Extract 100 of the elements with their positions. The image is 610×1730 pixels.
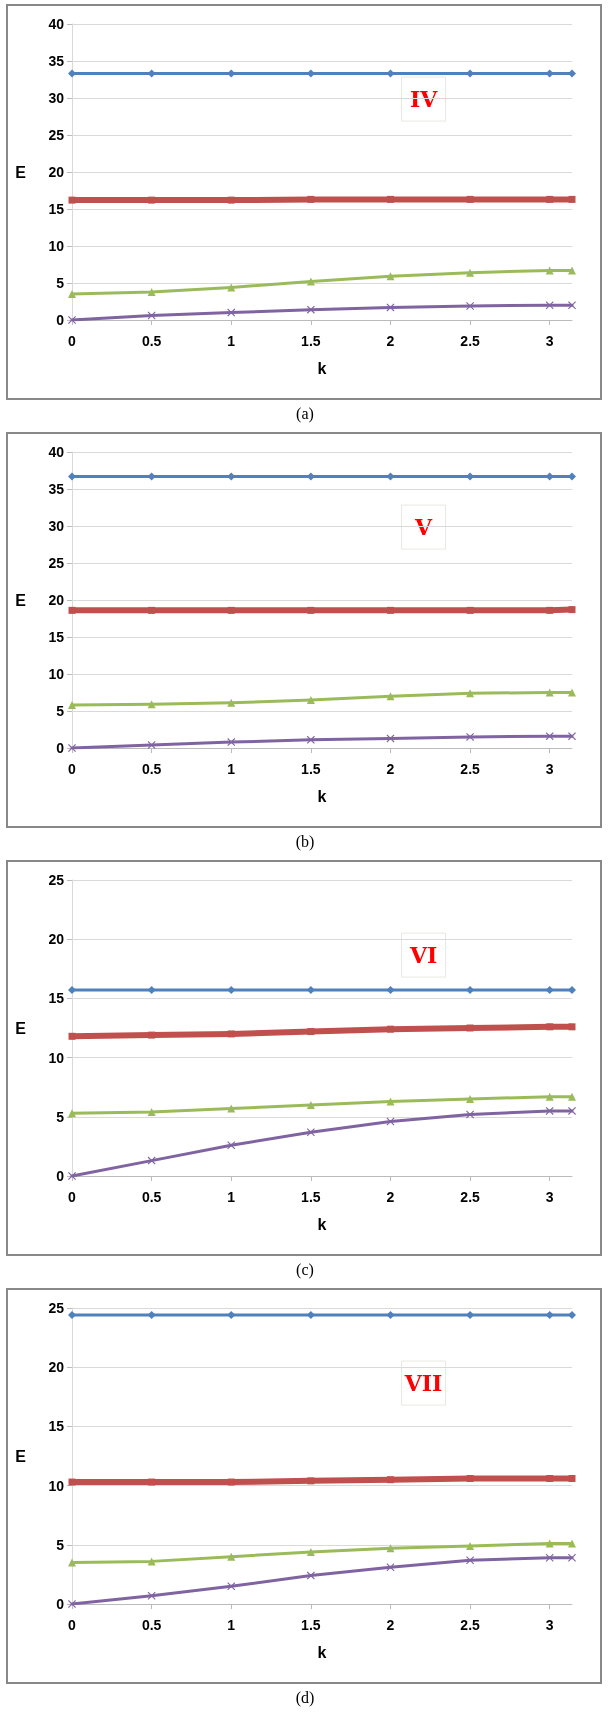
- point: [386, 195, 394, 203]
- point: [147, 741, 156, 750]
- x-tick-label: 2: [386, 761, 395, 777]
- x-tick-label: 1: [227, 761, 236, 777]
- point: [545, 1553, 554, 1562]
- y-tick-label: 15: [48, 990, 65, 1007]
- point: [386, 692, 395, 701]
- point: [386, 1097, 395, 1106]
- point: [148, 1031, 156, 1039]
- point: [386, 1563, 395, 1572]
- point: [68, 196, 76, 204]
- y-tick-label: 35: [48, 53, 65, 69]
- point: [568, 472, 576, 481]
- x-tick-label: 2: [386, 1617, 395, 1633]
- x-tick-label: 0.5: [141, 1189, 162, 1205]
- x-tick-label: 0.5: [141, 1617, 162, 1633]
- point: [568, 1539, 576, 1548]
- x-tick-label: 3: [545, 761, 554, 777]
- text: (c): [295, 1260, 315, 1281]
- point: [568, 986, 576, 995]
- y-tick-label: 5: [56, 275, 65, 291]
- point: [227, 738, 236, 747]
- y-tick-label: 30: [48, 90, 65, 106]
- y-tick-label: 20: [48, 1359, 65, 1376]
- x-tick-label: 2.5: [460, 1189, 481, 1205]
- y-tick-label: 40: [48, 16, 65, 32]
- point: [68, 1311, 76, 1320]
- point: [147, 1591, 156, 1600]
- point: [568, 606, 576, 614]
- point: [147, 1108, 156, 1117]
- point: [306, 277, 315, 286]
- text: (b): [294, 832, 316, 853]
- point: [227, 1552, 236, 1561]
- point: [148, 1478, 156, 1486]
- y-tick-label: 25: [48, 555, 65, 571]
- point: [227, 196, 235, 204]
- y-tick-label: 20: [48, 592, 65, 608]
- point: [68, 472, 76, 481]
- y-tick-label: 25: [48, 872, 65, 888]
- x-tick-label: 0: [68, 1189, 77, 1205]
- y-tick-label: 25: [48, 127, 65, 143]
- point: [227, 1582, 236, 1591]
- x-tick-label: 1: [227, 333, 236, 349]
- text: (d): [294, 1688, 316, 1709]
- x-tick-label: 2: [386, 333, 395, 349]
- point: [307, 195, 315, 203]
- point: [568, 266, 576, 275]
- point: [306, 1128, 315, 1137]
- point: [568, 1475, 576, 1482]
- y-axis-title: E: [15, 1447, 27, 1465]
- x-tick-label: 1.5: [301, 333, 321, 349]
- point: [306, 1100, 315, 1109]
- x-tick-label: 1.5: [301, 1189, 321, 1205]
- y-tick-label: 10: [48, 666, 65, 682]
- point: [386, 986, 395, 995]
- y-tick-label: 0: [56, 1168, 65, 1184]
- point: [68, 1558, 76, 1567]
- point: [227, 1478, 235, 1486]
- y-axis-title: E: [15, 1019, 27, 1037]
- point: [68, 290, 76, 299]
- point: [568, 1023, 576, 1031]
- point: [545, 301, 554, 310]
- point: [147, 1311, 156, 1320]
- point: [546, 606, 554, 614]
- y-axis-title: E: [15, 163, 27, 181]
- point: [386, 1025, 394, 1033]
- point: [568, 1311, 576, 1320]
- y-tick-label: 10: [48, 238, 65, 254]
- point: [147, 986, 156, 995]
- point: [227, 1104, 236, 1113]
- y-tick-label: 15: [48, 1418, 65, 1435]
- point: [68, 69, 76, 78]
- text: (a): [295, 404, 315, 425]
- point: [227, 1030, 235, 1038]
- point: [466, 1541, 475, 1550]
- point: [568, 69, 576, 78]
- point: [386, 272, 395, 281]
- point: [466, 1475, 474, 1482]
- point: [306, 695, 315, 704]
- point: [386, 1311, 395, 1320]
- y-tick-label: 15: [48, 629, 65, 645]
- point: [68, 606, 76, 614]
- point: [147, 287, 156, 296]
- point: [386, 1476, 394, 1484]
- y-tick-label: 20: [48, 931, 65, 948]
- x-axis-title: k: [317, 1643, 327, 1661]
- point: [68, 701, 76, 710]
- x-tick-label: 2.5: [460, 761, 481, 777]
- x-tick-label: 3: [545, 1617, 554, 1633]
- point: [466, 1024, 474, 1032]
- x-tick-label: 2.5: [460, 1617, 481, 1633]
- point: [568, 195, 576, 203]
- y-tick-label: 5: [56, 1108, 65, 1125]
- point: [148, 606, 156, 614]
- y-tick-label: 0: [56, 1596, 65, 1612]
- point: [545, 1539, 554, 1548]
- y-axis-title: E: [15, 591, 27, 609]
- y-tick-label: 35: [48, 481, 65, 497]
- y-tick-label: 0: [56, 740, 65, 756]
- x-tick-label: 1: [227, 1617, 236, 1633]
